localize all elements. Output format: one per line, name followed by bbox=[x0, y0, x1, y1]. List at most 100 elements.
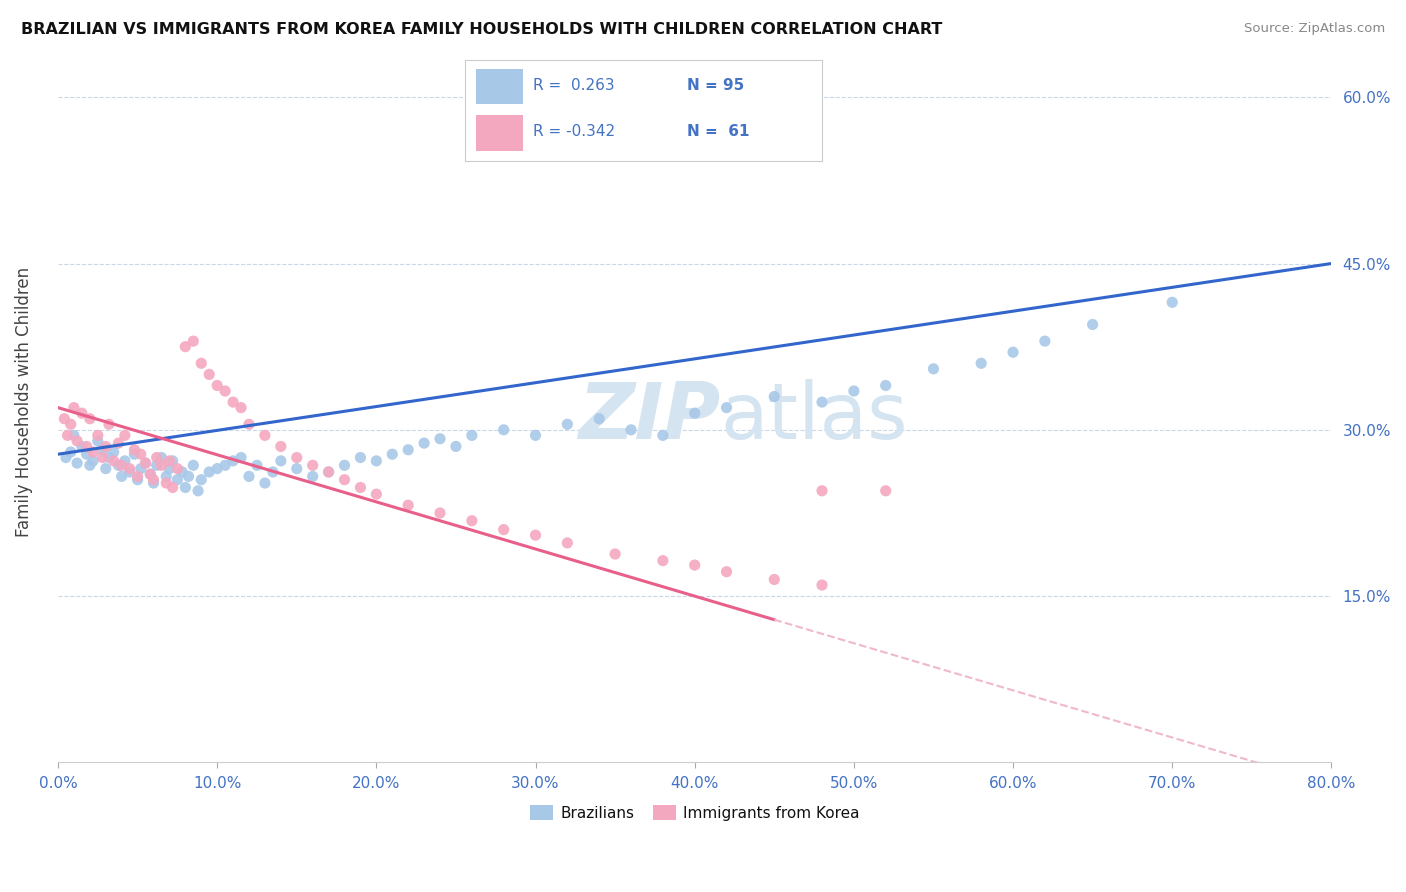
Point bbox=[79, 411, 101, 425]
Point bbox=[301, 469, 323, 483]
Point bbox=[107, 436, 129, 450]
Point bbox=[492, 523, 515, 537]
Point bbox=[1161, 295, 1184, 310]
Point bbox=[381, 447, 404, 461]
Point bbox=[524, 428, 547, 442]
Point bbox=[166, 473, 188, 487]
Point bbox=[1002, 345, 1025, 359]
Point bbox=[124, 442, 146, 457]
Point bbox=[270, 454, 292, 468]
Point bbox=[150, 458, 173, 473]
Point bbox=[229, 401, 252, 415]
Point bbox=[651, 428, 673, 442]
Point bbox=[97, 417, 120, 432]
Point bbox=[413, 436, 436, 450]
Point bbox=[205, 378, 228, 392]
Point bbox=[142, 476, 165, 491]
Point bbox=[59, 417, 82, 432]
Point bbox=[429, 506, 451, 520]
Point bbox=[285, 450, 308, 465]
Point bbox=[129, 461, 152, 475]
Point bbox=[444, 440, 467, 454]
Text: atlas: atlas bbox=[720, 378, 908, 455]
Point bbox=[87, 428, 110, 442]
Point bbox=[111, 458, 134, 473]
Point bbox=[190, 356, 212, 370]
Point bbox=[270, 440, 292, 454]
Point bbox=[118, 465, 141, 479]
Point bbox=[103, 454, 125, 468]
Point bbox=[318, 465, 340, 479]
Point bbox=[91, 450, 114, 465]
Point bbox=[94, 461, 117, 475]
Point bbox=[246, 458, 269, 473]
Point bbox=[157, 454, 180, 468]
Point bbox=[187, 483, 209, 498]
Point bbox=[139, 467, 162, 482]
Point bbox=[1081, 318, 1104, 332]
Point bbox=[94, 440, 117, 454]
Point bbox=[603, 547, 626, 561]
Point bbox=[333, 458, 356, 473]
Point bbox=[181, 458, 204, 473]
Point bbox=[107, 458, 129, 473]
Point bbox=[366, 487, 388, 501]
Point bbox=[811, 483, 834, 498]
Point bbox=[79, 458, 101, 473]
Point bbox=[135, 456, 157, 470]
Point bbox=[875, 483, 897, 498]
Point bbox=[222, 395, 245, 409]
Point bbox=[1368, 190, 1391, 204]
Point bbox=[63, 428, 86, 442]
Point bbox=[922, 361, 945, 376]
Point bbox=[461, 514, 484, 528]
Text: BRAZILIAN VS IMMIGRANTS FROM KOREA FAMILY HOUSEHOLDS WITH CHILDREN CORRELATION C: BRAZILIAN VS IMMIGRANTS FROM KOREA FAMIL… bbox=[21, 22, 942, 37]
Point bbox=[557, 417, 579, 432]
Point bbox=[349, 480, 371, 494]
Point bbox=[349, 450, 371, 465]
Point bbox=[162, 454, 184, 468]
Point bbox=[588, 411, 610, 425]
Point bbox=[157, 461, 180, 475]
Point bbox=[56, 428, 79, 442]
Point bbox=[82, 454, 104, 468]
Point bbox=[174, 340, 197, 354]
Point bbox=[127, 469, 149, 483]
Point bbox=[82, 445, 104, 459]
Point bbox=[118, 461, 141, 475]
Point bbox=[55, 450, 77, 465]
Point bbox=[970, 356, 993, 370]
Point bbox=[333, 473, 356, 487]
Point bbox=[76, 440, 98, 454]
Point bbox=[190, 473, 212, 487]
Point bbox=[145, 458, 167, 473]
Point bbox=[97, 450, 120, 465]
Point bbox=[127, 473, 149, 487]
Point bbox=[66, 456, 89, 470]
Point bbox=[70, 406, 93, 420]
Point bbox=[139, 467, 162, 482]
Point bbox=[461, 428, 484, 442]
Point bbox=[716, 401, 738, 415]
Point bbox=[229, 450, 252, 465]
Point bbox=[70, 440, 93, 454]
Point bbox=[124, 447, 146, 461]
Point bbox=[63, 401, 86, 415]
Point bbox=[683, 406, 706, 420]
Point bbox=[114, 454, 136, 468]
Point bbox=[301, 458, 323, 473]
Point bbox=[205, 461, 228, 475]
Point bbox=[91, 442, 114, 457]
Point bbox=[87, 434, 110, 448]
Point bbox=[716, 565, 738, 579]
Point bbox=[396, 442, 419, 457]
Point bbox=[396, 498, 419, 512]
Point bbox=[318, 465, 340, 479]
Point bbox=[620, 423, 643, 437]
Point bbox=[366, 454, 388, 468]
Point bbox=[253, 476, 276, 491]
Point bbox=[174, 480, 197, 494]
Point bbox=[253, 428, 276, 442]
Point bbox=[135, 456, 157, 470]
Legend: Brazilians, Immigrants from Korea: Brazilians, Immigrants from Korea bbox=[523, 798, 866, 827]
